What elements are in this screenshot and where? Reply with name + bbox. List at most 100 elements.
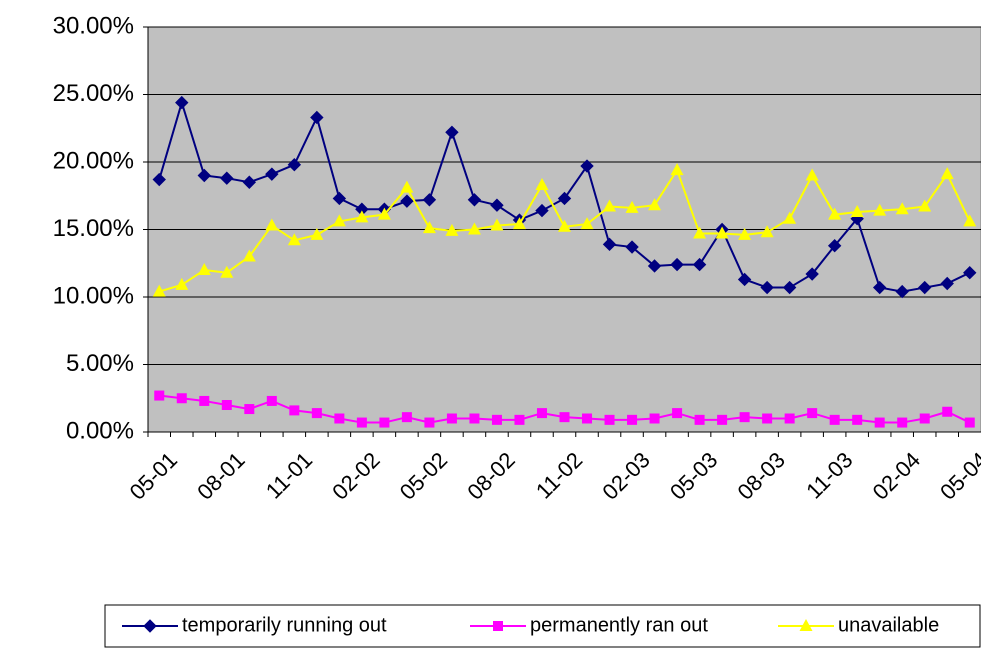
x-tick-label: 05-04 <box>935 447 981 504</box>
data-point <box>220 171 234 185</box>
x-tick-label: 02-03 <box>597 447 654 504</box>
data-point <box>895 202 909 215</box>
y-tick-label: 30.00% <box>53 12 134 39</box>
data-point <box>964 417 975 428</box>
data-point <box>221 400 232 410</box>
data-point <box>152 284 166 297</box>
legend-marker <box>493 621 503 631</box>
data-point <box>377 207 391 220</box>
data-point <box>739 412 750 423</box>
data-point <box>717 414 728 425</box>
legend-marker <box>799 619 813 631</box>
data-point <box>334 413 345 424</box>
data-point <box>422 221 436 234</box>
x-tick-label: 11-01 <box>261 447 317 503</box>
data-point <box>287 157 302 172</box>
data-point <box>895 284 909 299</box>
data-point <box>176 393 187 404</box>
data-point <box>694 414 705 425</box>
data-point <box>692 257 707 272</box>
data-point <box>445 125 459 140</box>
data-point <box>942 406 953 417</box>
data-point <box>242 249 256 262</box>
data-point <box>422 193 437 207</box>
data-point <box>919 413 930 424</box>
x-tick-label: 05-01 <box>125 447 182 504</box>
x-tick-label: 05-02 <box>395 447 452 504</box>
data-point <box>559 412 570 423</box>
data-point <box>197 263 211 275</box>
data-point <box>872 280 887 295</box>
data-point <box>536 408 547 419</box>
data-point <box>760 280 774 295</box>
data-point <box>446 413 457 424</box>
data-point <box>265 167 279 181</box>
data-point <box>580 159 594 173</box>
data-point <box>807 408 818 419</box>
data-point <box>199 395 210 406</box>
y-tick-label: 15.00% <box>53 215 134 242</box>
data-point <box>310 110 324 125</box>
data-point <box>175 277 189 290</box>
data-point <box>647 259 662 273</box>
y-tick-label: 5.00% <box>66 350 134 377</box>
data-point <box>332 191 347 206</box>
data-point <box>535 203 549 218</box>
data-point <box>400 180 414 193</box>
data-point <box>602 237 617 252</box>
data-point <box>828 207 842 220</box>
y-tick-label: 0.00% <box>66 417 134 444</box>
data-point <box>672 408 683 419</box>
x-tick-label: 08-02 <box>462 447 519 504</box>
data-point <box>490 218 504 231</box>
x-tick-label: 08-01 <box>192 447 249 504</box>
data-point <box>738 227 752 240</box>
data-point <box>400 194 414 208</box>
data-point <box>424 417 435 428</box>
legend-label: permanently ran out <box>530 614 708 636</box>
data-point <box>805 168 819 181</box>
data-point <box>266 395 277 406</box>
x-tick-label: 02-04 <box>868 447 925 504</box>
data-point <box>852 414 863 425</box>
data-point <box>940 167 954 180</box>
data-point <box>963 214 977 227</box>
data-point <box>850 204 864 217</box>
data-point <box>670 163 684 176</box>
data-point <box>154 390 165 401</box>
x-tick-label: 02-02 <box>327 447 384 504</box>
data-point <box>784 413 795 424</box>
data-point <box>490 198 504 212</box>
data-point <box>512 217 526 230</box>
x-tick-label: 05-03 <box>665 447 722 504</box>
data-point <box>311 408 322 419</box>
data-point <box>829 414 840 425</box>
data-point <box>175 95 189 110</box>
data-point <box>535 177 549 190</box>
data-point <box>805 267 819 281</box>
data-point <box>918 280 932 295</box>
data-point <box>782 280 797 295</box>
data-point <box>760 225 774 238</box>
data-point <box>897 417 908 428</box>
data-point <box>469 413 480 424</box>
data-point <box>918 199 932 212</box>
y-tick-label: 10.00% <box>53 282 134 309</box>
data-point <box>627 414 638 425</box>
data-point <box>604 414 615 425</box>
data-point <box>873 203 887 216</box>
data-point <box>244 404 255 415</box>
data-point <box>737 272 752 287</box>
data-point <box>467 222 481 235</box>
data-point <box>582 413 593 424</box>
legend <box>104 604 981 648</box>
data-point <box>287 233 301 246</box>
data-point <box>762 413 773 424</box>
y-tick-label: 25.00% <box>53 80 134 107</box>
data-point <box>197 168 211 183</box>
x-tick-label: 11-02 <box>531 447 587 503</box>
data-point <box>332 214 346 227</box>
data-point <box>649 413 660 424</box>
data-point <box>783 211 797 224</box>
